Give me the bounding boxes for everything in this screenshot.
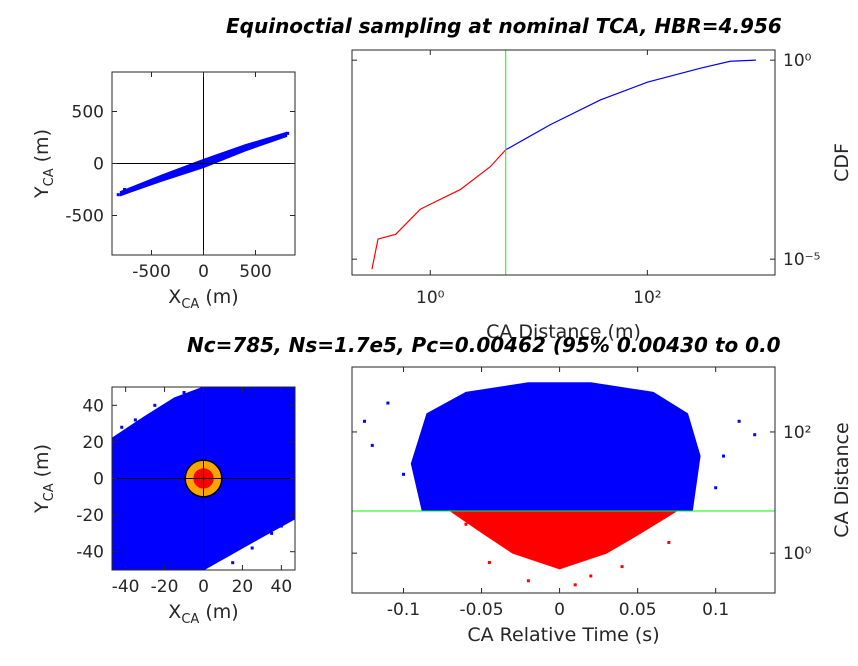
plot-area (352, 382, 775, 587)
x-axis-label: CA Distance (m) (486, 321, 641, 343)
y-tick-label: 10⁻⁵ (783, 250, 820, 270)
cdf-line (505, 59, 756, 151)
x-axis-label: XCA (m) (168, 601, 238, 627)
chart-title: Equinoctial sampling at nominal TCA, HBR… (226, 14, 782, 38)
sample-point (182, 390, 186, 394)
plot-area (371, 50, 756, 275)
y-axis-label-part: CA (42, 483, 57, 501)
x-tick-label: 10² (633, 288, 661, 308)
x-axis-label: XCA (m) (168, 286, 238, 312)
sample-point (573, 583, 577, 587)
x-tick-label: 10⁰ (416, 288, 445, 308)
sample-point (270, 531, 274, 535)
sample-point (116, 193, 120, 197)
sample-point (526, 579, 530, 583)
sample-point (753, 433, 757, 437)
y-tick-label: 10⁰ (783, 544, 812, 564)
sample-point (487, 561, 491, 565)
y-tick-label: 0 (93, 155, 104, 175)
sample-point (620, 565, 624, 569)
x-tick-label: -0.1 (387, 600, 420, 620)
x-tick-label: -20 (151, 577, 179, 597)
y-tick-label: 40 (82, 396, 104, 416)
x-axis-label-part: X (168, 601, 181, 623)
x-tick-label: 0.1 (702, 600, 729, 620)
y-tick-label: -40 (76, 543, 104, 563)
x-axis-label-part: CA (181, 612, 199, 627)
chart-title: Nc=785, Ns=1.7e5, Pc=0.00462 (95% 0.0043… (187, 333, 781, 357)
y-tick-label: 0 (93, 470, 104, 490)
x-axis-label: CA Relative Time (s) (467, 624, 659, 646)
sample-point (464, 522, 468, 526)
y-tick-label: 10⁰ (783, 51, 812, 71)
sample-point (721, 454, 725, 458)
y-axis-label-part: (m) (31, 129, 53, 168)
y-axis-label-part: Y (31, 501, 53, 514)
sample-point (667, 540, 671, 544)
plot-area (112, 387, 295, 570)
sample-point (231, 561, 235, 565)
x-axis-label-part: (m) (199, 601, 238, 623)
x-axis-label-part: (m) (199, 286, 238, 308)
x-axis-label-part: CA (181, 297, 199, 312)
sample-point (402, 472, 406, 476)
x-tick-label: -0.05 (460, 600, 504, 620)
sample-point (279, 524, 283, 528)
y-tick-label: -20 (76, 506, 104, 526)
x-axis-label-part: X (168, 286, 181, 308)
sample-point (153, 403, 157, 407)
sample-cloud (410, 382, 701, 512)
sample-point (133, 418, 137, 422)
x-tick-label: 0 (554, 600, 565, 620)
x-tick-label: 20 (232, 577, 254, 597)
cdf-line (371, 149, 507, 270)
y-tick-label: 500 (72, 103, 104, 123)
sample-point (122, 187, 126, 191)
sample-point (370, 443, 374, 447)
y-axis-label: YCA (m) (31, 444, 57, 514)
sample-cloud (448, 510, 679, 570)
y-axis-label-part: CA (42, 168, 57, 186)
axes-box (351, 49, 776, 276)
sample-point (286, 131, 290, 135)
x-tick-label: -500 (132, 262, 171, 282)
y-axis-label: YCA (m) (31, 129, 57, 199)
sample-point (714, 486, 718, 490)
x-tick-label: -40 (112, 577, 140, 597)
sample-point (120, 425, 124, 429)
y-tick-label: -500 (65, 206, 104, 226)
sample-point (737, 419, 741, 423)
x-tick-label: 0 (198, 577, 209, 597)
y-axis-label: CA Distance (831, 422, 853, 537)
y-tick-label: 20 (82, 433, 104, 453)
axes-box (351, 366, 776, 594)
y-axis-label-part: Y (31, 186, 53, 199)
x-tick-label: 500 (239, 262, 271, 282)
y-tick-label: 10² (783, 423, 811, 443)
sample-point (589, 574, 593, 578)
plot-area (112, 72, 295, 255)
sample-point (250, 546, 254, 550)
x-tick-label: 0.05 (619, 600, 657, 620)
sample-point (362, 419, 366, 423)
sample-point (283, 133, 287, 137)
x-tick-label: 0 (198, 262, 209, 282)
y-axis-label: CDF (831, 143, 853, 182)
sample-point (386, 401, 390, 405)
y-axis-label-part: (m) (31, 444, 53, 483)
x-tick-label: 40 (271, 577, 293, 597)
axes-background (352, 50, 775, 275)
